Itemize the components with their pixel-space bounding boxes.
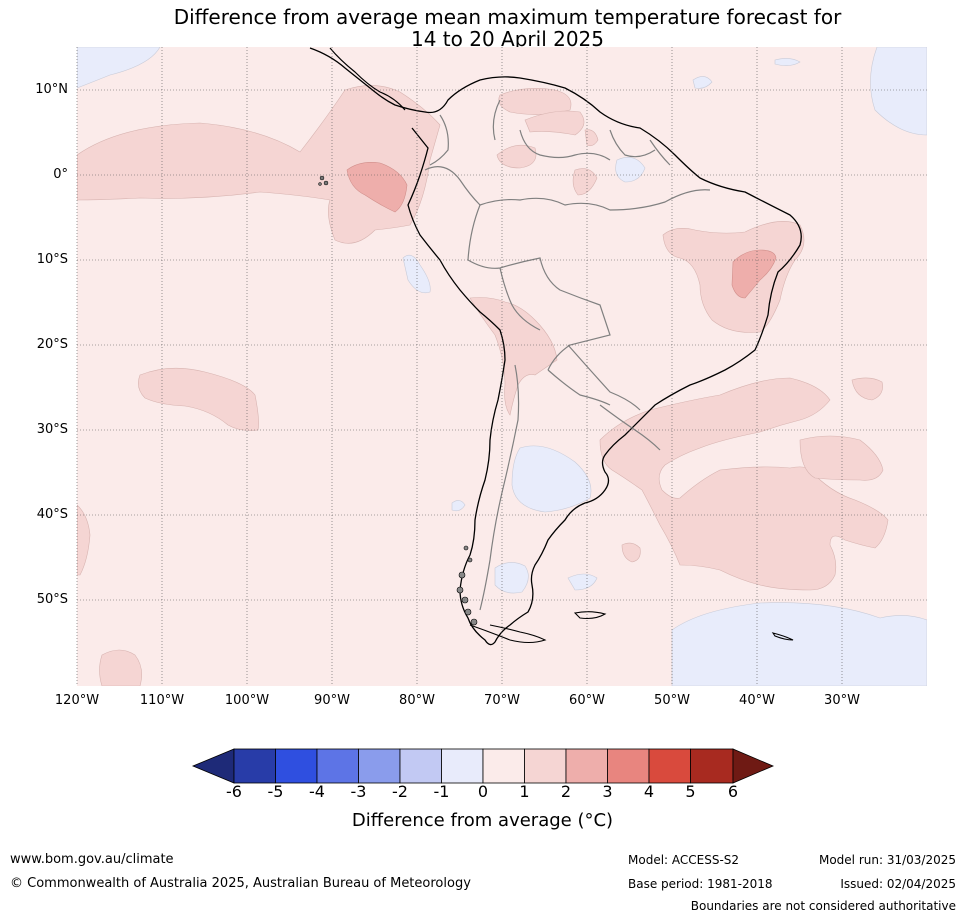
lat-label: 30°S (36, 422, 68, 437)
colorbar-segment (358, 748, 401, 784)
lat-label: 10°N (35, 82, 68, 97)
colorbar-segment (607, 748, 650, 784)
lat-label: 0° (53, 167, 68, 182)
tierra-del-fuego (469, 624, 547, 644)
colorbar-label: Difference from average (°C) (351, 810, 614, 831)
lon-label: 120°W (54, 693, 100, 708)
footer-url: www.bom.gov.au/climate (10, 852, 174, 867)
lon-label: 80°W (399, 693, 435, 708)
lat-label: 40°S (36, 507, 68, 522)
colorbar-tick: 5 (685, 782, 696, 801)
central-america-coastline (329, 47, 406, 111)
colorbar-tick: 6 (727, 782, 739, 801)
colorbar-tick: -2 (392, 782, 408, 801)
map-gridlines (76, 47, 927, 686)
lon-label: 40°W (739, 693, 775, 708)
chile-archipelago (456, 545, 478, 626)
colorbar-tick: 0 (477, 782, 489, 801)
footer-model-run: Model run: 31/03/2025 (818, 853, 956, 867)
footer-issued: Issued: 02/04/2025 (840, 877, 956, 891)
lat-label: 50°S (36, 592, 68, 607)
lat-label: 10°S (36, 252, 68, 267)
galapagos-islands (318, 175, 329, 186)
map-title-line2: 14 to 20 April 2025 (410, 27, 605, 51)
footer-base-period: Base period: 1981-2018 (628, 877, 773, 891)
colorbar-segment (524, 748, 567, 784)
colorbar-segment (233, 748, 276, 784)
colorbar-segment (441, 748, 484, 784)
footer-copyright: © Commonwealth of Australia 2025, Austra… (10, 876, 471, 891)
lat-label: 20°S (36, 337, 68, 352)
falkland-islands (573, 611, 607, 620)
lon-label: 30°W (824, 693, 860, 708)
colorbar-tick: -5 (267, 782, 284, 801)
colorbar-tick: 1 (519, 782, 530, 801)
south-georgia (771, 632, 794, 641)
colorbar-segment (316, 748, 359, 784)
colorbar-segment (399, 748, 442, 784)
lon-label: 70°W (484, 693, 520, 708)
footer-model: Model: ACCESS-S2 (628, 853, 740, 867)
colorbar-tick: -1 (433, 782, 450, 801)
footer-disclaimer: Boundaries are not considered authoritat… (690, 899, 956, 913)
lon-label: 110°W (139, 693, 185, 708)
colorbar-tick: 2 (560, 782, 572, 801)
colorbar-segment (648, 748, 691, 784)
colorbar (191, 748, 775, 784)
lon-label: 100°W (224, 693, 270, 708)
colorbar-segment (482, 748, 525, 784)
map-title-line1: Difference from average mean maximum tem… (173, 5, 842, 29)
colorbar-under-arrow (191, 748, 235, 784)
colorbar-segment (565, 748, 608, 784)
colorbar-tick: 3 (602, 782, 613, 801)
colorbar-tick: -6 (226, 782, 242, 801)
colorbar-over-arrow (732, 748, 775, 784)
negative-anomaly-regions (77, 47, 927, 686)
lon-label: 60°W (569, 693, 605, 708)
lon-label: 90°W (314, 693, 350, 708)
lon-label: 50°W (654, 693, 690, 708)
colorbar-tick: -4 (309, 782, 325, 801)
colorbar-tick: -3 (350, 782, 367, 801)
colorbar-segment (690, 748, 734, 784)
colorbar-segment (275, 748, 318, 784)
colorbar-tick: 4 (643, 782, 655, 801)
